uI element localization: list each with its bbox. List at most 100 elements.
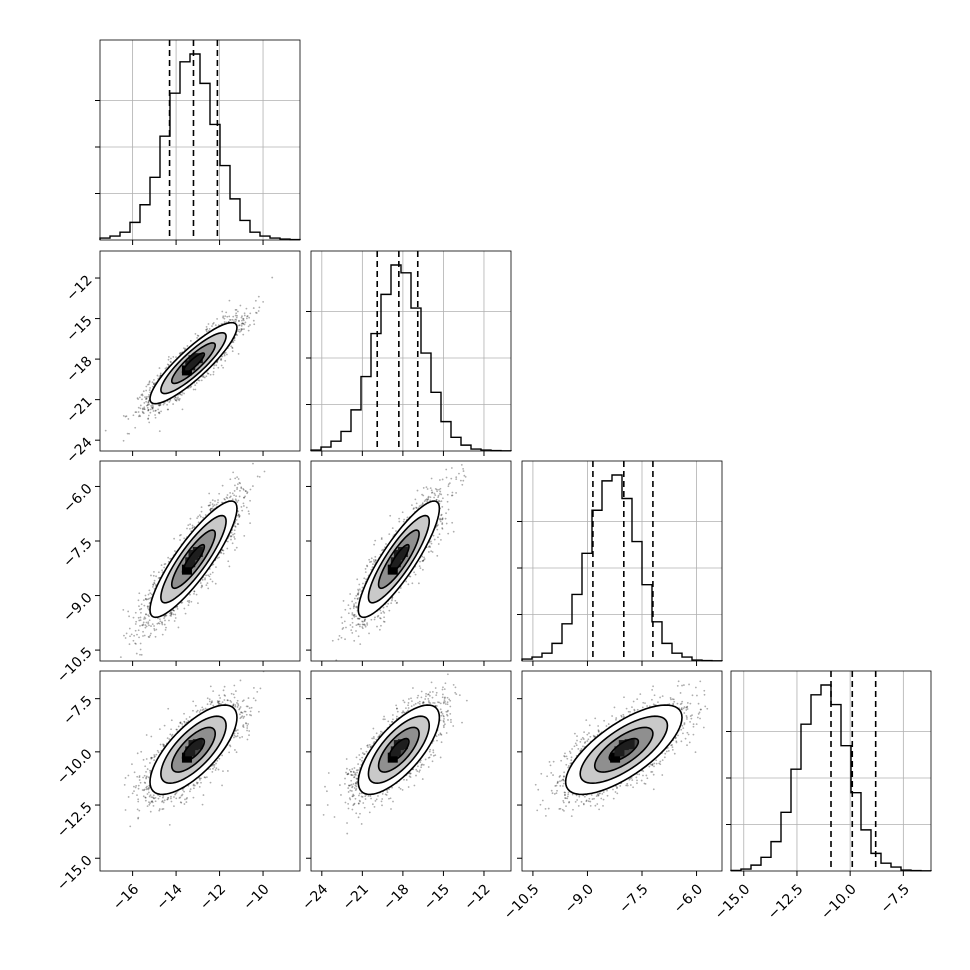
sample-point xyxy=(173,609,176,612)
sample-point xyxy=(206,372,209,375)
sample-point xyxy=(231,492,234,495)
sample-point xyxy=(146,607,149,609)
sample-point xyxy=(249,324,251,326)
sample-point xyxy=(194,332,197,335)
sample-point xyxy=(237,510,240,513)
sample-point xyxy=(236,488,238,491)
sample-point xyxy=(226,494,229,496)
sample-point xyxy=(137,398,140,401)
sample-point xyxy=(223,321,226,323)
sample-point xyxy=(178,534,181,537)
sample-point xyxy=(183,607,186,610)
sample-point xyxy=(231,346,234,349)
sample-point xyxy=(220,358,223,361)
sample-point xyxy=(169,614,172,617)
sample-point xyxy=(212,367,215,370)
sample-point xyxy=(253,323,256,326)
sample-point xyxy=(228,299,231,302)
sample-point xyxy=(161,623,164,626)
sample-point xyxy=(148,619,151,622)
sample-point xyxy=(202,375,205,377)
sample-point xyxy=(151,585,154,588)
sample-point xyxy=(147,418,149,420)
sample-point xyxy=(195,382,198,384)
sample-point xyxy=(137,599,140,602)
sample-point xyxy=(242,318,244,320)
sample-point xyxy=(217,499,219,501)
sample-point xyxy=(247,329,250,332)
sample-point xyxy=(229,478,232,481)
sample-point xyxy=(243,496,245,499)
sample-point xyxy=(126,432,129,435)
sample-point xyxy=(249,499,251,502)
sample-point xyxy=(150,406,153,409)
sample-point xyxy=(238,319,240,322)
sample-point xyxy=(228,318,231,321)
sample-point xyxy=(198,379,201,382)
sample-point xyxy=(244,490,247,492)
histogram-step xyxy=(521,474,723,662)
sample-point xyxy=(210,507,213,510)
histogram-step xyxy=(99,53,301,241)
sample-point xyxy=(226,547,229,550)
sample-point xyxy=(242,319,245,322)
sample-point xyxy=(205,584,208,587)
sample-point xyxy=(152,583,154,586)
sample-point xyxy=(220,364,223,367)
sample-point xyxy=(197,379,200,382)
sample-point xyxy=(228,565,231,568)
panel-frame xyxy=(521,460,723,662)
sample-point xyxy=(186,345,189,347)
sample-point xyxy=(234,318,237,321)
sample-point xyxy=(211,507,214,510)
sample-point xyxy=(240,328,243,331)
sample-point xyxy=(235,499,238,502)
histogram-panel-3 xyxy=(517,460,723,666)
sample-point xyxy=(135,652,138,655)
sample-point xyxy=(128,615,130,618)
sample-point xyxy=(148,381,151,384)
sample-point xyxy=(153,625,155,627)
sample-point xyxy=(237,514,240,516)
sample-point xyxy=(236,523,239,525)
sample-point xyxy=(235,316,238,319)
sample-point xyxy=(147,605,149,608)
sample-point xyxy=(184,347,187,350)
histogram-panel-2 xyxy=(306,250,512,456)
sample-point xyxy=(127,418,130,420)
sample-point xyxy=(214,582,217,585)
sample-point xyxy=(149,408,152,411)
y-tick-label: −24 xyxy=(63,434,95,466)
sample-point xyxy=(237,513,240,516)
sample-point xyxy=(168,401,171,403)
sample-point xyxy=(242,317,245,320)
sample-point xyxy=(156,374,159,377)
sample-point xyxy=(213,364,216,367)
sample-point xyxy=(145,397,148,400)
sample-point xyxy=(220,552,223,554)
sample-point xyxy=(151,381,154,384)
sample-point xyxy=(175,356,177,359)
sample-point xyxy=(189,517,192,520)
sample-point xyxy=(223,353,226,355)
sample-point xyxy=(158,430,161,433)
sample-point xyxy=(247,325,250,328)
sample-point xyxy=(183,537,186,540)
sample-point xyxy=(238,324,241,327)
sample-point xyxy=(151,407,154,409)
sample-point xyxy=(205,330,208,333)
sample-point xyxy=(145,613,147,616)
sample-point xyxy=(228,315,231,318)
sample-point xyxy=(234,525,236,528)
sample-point xyxy=(181,601,184,604)
density-core-cell xyxy=(188,355,199,366)
sample-point xyxy=(147,614,149,617)
sample-point xyxy=(167,358,170,361)
sample-point xyxy=(144,396,146,398)
sample-point xyxy=(180,394,183,396)
sample-point xyxy=(137,411,140,413)
sample-point xyxy=(187,524,190,527)
sample-point xyxy=(173,550,176,552)
sample-point xyxy=(157,577,160,579)
sample-point xyxy=(137,415,140,418)
